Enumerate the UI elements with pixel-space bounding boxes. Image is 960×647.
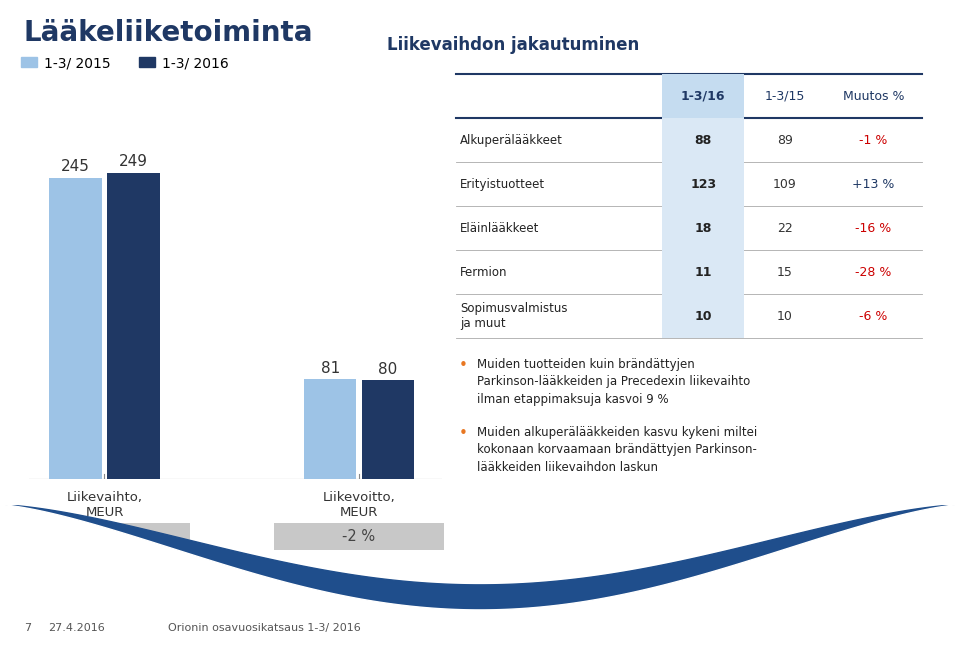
Text: -28 %: -28 %: [855, 266, 892, 279]
Text: Liikevaihdon jakautuminen: Liikevaihdon jakautuminen: [388, 36, 639, 54]
Text: 22: 22: [777, 222, 793, 235]
Text: 249: 249: [119, 154, 148, 169]
Text: 245: 245: [61, 159, 90, 174]
Text: Fermion: Fermion: [460, 266, 507, 279]
Text: 89: 89: [777, 134, 793, 147]
Text: Lääkeliiketoiminta: Lääkeliiketoiminta: [24, 19, 314, 47]
Text: •: •: [459, 358, 468, 373]
Text: Erityistuotteet: Erityistuotteet: [460, 178, 545, 191]
Text: Sopimusvalmistus
ja muut: Sopimusvalmistus ja muut: [460, 302, 567, 331]
Text: 123: 123: [690, 178, 716, 191]
Text: Orionin osavuosikatsaus 1-3/ 2016: Orionin osavuosikatsaus 1-3/ 2016: [168, 623, 361, 633]
Text: 11: 11: [694, 266, 712, 279]
Text: -16 %: -16 %: [855, 222, 892, 235]
Text: +13 %: +13 %: [852, 178, 895, 191]
Text: 1-3/15: 1-3/15: [764, 90, 805, 103]
Text: 10: 10: [777, 310, 793, 323]
Text: +2 %: +2 %: [84, 529, 125, 544]
Text: Liikevoitto,
MEUR: Liikevoitto, MEUR: [323, 491, 396, 519]
Text: 15: 15: [777, 266, 793, 279]
Text: 88: 88: [695, 134, 711, 147]
Text: •: •: [459, 426, 468, 441]
Text: -2 %: -2 %: [343, 529, 375, 544]
Text: 80: 80: [378, 362, 397, 377]
Text: Alkuperälääkkeet: Alkuperälääkkeet: [460, 134, 563, 147]
Text: 7: 7: [24, 623, 31, 633]
FancyBboxPatch shape: [274, 523, 444, 550]
Text: 81: 81: [321, 360, 340, 375]
Bar: [50, 177, 102, 479]
Legend: 1-3/ 2015, 1-3/ 2016: 1-3/ 2015, 1-3/ 2016: [15, 50, 234, 76]
Bar: [304, 379, 356, 479]
Bar: [362, 380, 414, 479]
Bar: [108, 173, 159, 479]
Text: 109: 109: [773, 178, 797, 191]
Text: -6 %: -6 %: [859, 310, 888, 323]
Text: 1-3/16: 1-3/16: [681, 90, 726, 103]
Text: 27.4.2016: 27.4.2016: [48, 623, 105, 633]
Text: Eläinlääkkeet: Eläinlääkkeet: [460, 222, 540, 235]
Text: -1 %: -1 %: [859, 134, 888, 147]
Text: 18: 18: [694, 222, 712, 235]
Text: Muutos %: Muutos %: [843, 90, 904, 103]
Text: Liikevaihto,
MEUR: Liikevaihto, MEUR: [66, 491, 142, 519]
Text: Muiden tuotteiden kuin brändättyjen
Parkinson-lääkkeiden ja Precedexin liikevaih: Muiden tuotteiden kuin brändättyjen Park…: [477, 358, 751, 406]
Text: 10: 10: [694, 310, 712, 323]
FancyBboxPatch shape: [19, 523, 190, 550]
Text: Muiden alkuperälääkkeiden kasvu kykeni miltei
kokonaan korvaamaan brändättyjen P: Muiden alkuperälääkkeiden kasvu kykeni m…: [477, 426, 757, 474]
